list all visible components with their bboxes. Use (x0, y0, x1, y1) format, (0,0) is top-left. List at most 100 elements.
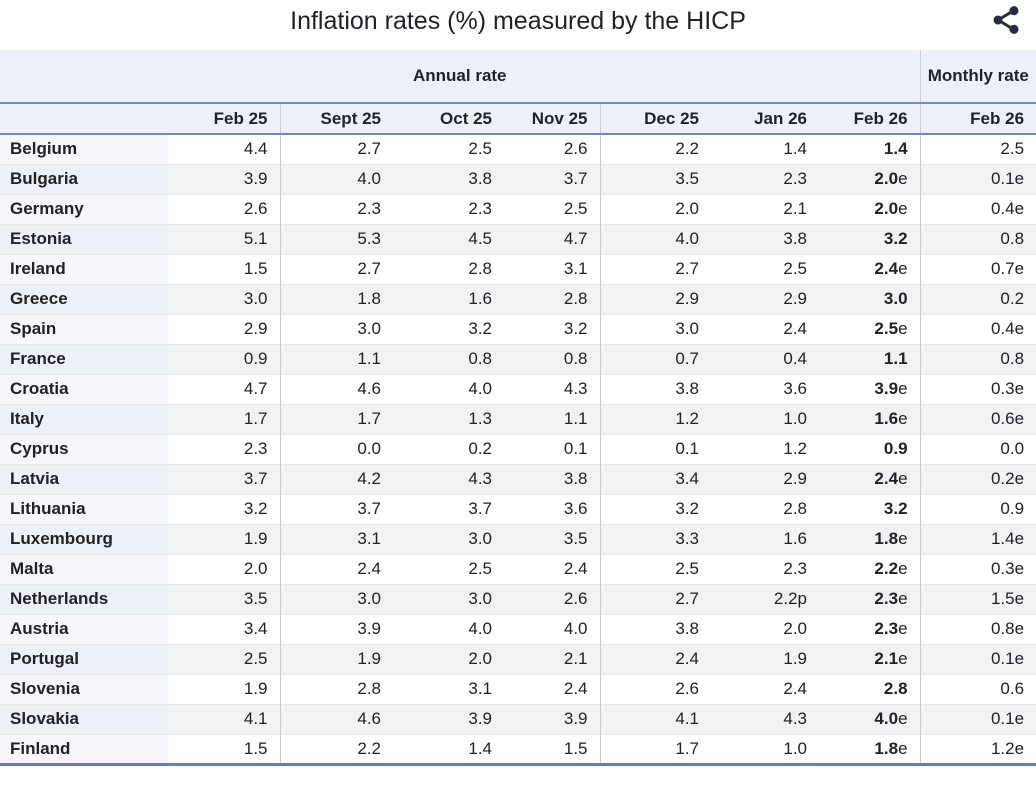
monthly-value-cell: 0.0 (920, 433, 1036, 464)
column-header: Feb 26 (819, 103, 921, 135)
annual-value-cell: 1.1 (504, 403, 601, 434)
annual-value-cell: 2.7 (600, 253, 711, 284)
table-row: Estonia 5.1 5.3 4.5 4.7 4.0 3.8 3.2 0.8 (0, 223, 1036, 254)
country-cell: Lithuania (0, 493, 168, 524)
share-button[interactable] (986, 2, 1026, 40)
monthly-value-cell: 2.5 (920, 134, 1036, 164)
annual-value-cell: 2.5 (711, 253, 819, 284)
annual-value-cell: 1.4 (711, 134, 819, 164)
annual-value-cell: 2.4 (504, 553, 601, 584)
annual-value-cell: 3.0 (280, 313, 393, 344)
country-cell: Croatia (0, 373, 168, 404)
annual-value-cell: 2.0e (819, 163, 921, 194)
annual-value-cell: 3.0 (168, 283, 281, 314)
annual-value-cell: 3.2 (819, 493, 921, 524)
annual-value-cell: 3.0 (280, 583, 393, 614)
monthly-value-cell: 1.2e (920, 733, 1036, 766)
annual-value-cell: 1.0 (711, 403, 819, 434)
annual-value-cell: 4.1 (168, 703, 281, 734)
monthly-value-cell: 0.1e (920, 703, 1036, 734)
table-row: Lithuania 3.2 3.7 3.7 3.6 3.2 2.8 3.2 0.9 (0, 493, 1036, 524)
monthly-value-cell: 0.3e (920, 553, 1036, 584)
annual-value-cell: 2.4 (280, 553, 393, 584)
annual-value-cell: 2.5 (393, 553, 504, 584)
annual-value-cell: 2.7 (280, 134, 393, 164)
annual-value-cell: 2.0 (168, 553, 281, 584)
annual-value-cell: 4.6 (280, 373, 393, 404)
annual-value-cell: 4.0 (504, 613, 601, 644)
annual-value-cell: 2.9 (168, 313, 281, 344)
annual-value-cell: 1.9 (711, 643, 819, 674)
annual-value-cell: 3.2 (393, 313, 504, 344)
annual-value-cell: 2.7 (600, 583, 711, 614)
annual-value-cell: 3.9e (819, 373, 921, 404)
table-head: Annual rate Monthly rate Feb 25 Sept 25 Oc… (0, 50, 1036, 135)
annual-value-cell: 1.5 (168, 253, 281, 284)
annual-value-cell: 1.9 (280, 643, 393, 674)
annual-value-cell: 3.7 (504, 163, 601, 194)
monthly-value-cell: 0.6 (920, 673, 1036, 704)
column-header: Jan 26 (711, 103, 819, 135)
table-row: Belgium 4.4 2.7 2.5 2.6 2.2 1.4 1.4 2.5 (0, 134, 1036, 164)
annual-value-cell: 3.6 (711, 373, 819, 404)
annual-value-cell: 2.6 (168, 193, 281, 224)
annual-value-cell: 1.3 (393, 403, 504, 434)
annual-value-cell: 3.0 (393, 523, 504, 554)
monthly-value-cell: 0.8e (920, 613, 1036, 644)
country-cell: Spain (0, 313, 168, 344)
annual-value-cell: 0.9 (819, 433, 921, 464)
annual-value-cell: 4.3 (393, 463, 504, 494)
annual-value-cell: 4.0 (600, 223, 711, 254)
group-header-annual: Annual rate (0, 50, 921, 104)
annual-value-cell: 1.7 (600, 733, 711, 766)
annual-value-cell: 1.9 (168, 673, 281, 704)
country-cell: Bulgaria (0, 163, 168, 194)
table-row: France 0.9 1.1 0.8 0.8 0.7 0.4 1.1 0.8 (0, 343, 1036, 374)
annual-value-cell: 2.8 (393, 253, 504, 284)
annual-value-cell: 1.1 (280, 343, 393, 374)
annual-value-cell: 1.6 (711, 523, 819, 554)
annual-value-cell: 1.9 (168, 523, 281, 554)
monthly-value-cell: 0.1e (920, 163, 1036, 194)
annual-value-cell: 1.1 (819, 343, 921, 374)
group-header-monthly: Monthly rate (920, 50, 1036, 104)
annual-value-cell: 3.8 (711, 223, 819, 254)
table-row: Greece 3.0 1.8 1.6 2.8 2.9 2.9 3.0 0.2 (0, 283, 1036, 314)
table-row: Germany 2.6 2.3 2.3 2.5 2.0 2.1 2.0e 0.4e (0, 193, 1036, 224)
table-row: Portugal 2.5 1.9 2.0 2.1 2.4 1.9 2.1e 0.1e (0, 643, 1036, 674)
annual-value-cell: 3.4 (168, 613, 281, 644)
annual-value-cell: 2.5 (600, 553, 711, 584)
annual-value-cell: 2.9 (711, 463, 819, 494)
annual-value-cell: 3.3 (600, 523, 711, 554)
annual-value-cell: 1.2 (600, 403, 711, 434)
annual-value-cell: 2.5 (504, 193, 601, 224)
annual-value-cell: 2.9 (600, 283, 711, 314)
country-cell: Slovakia (0, 703, 168, 734)
country-cell: France (0, 343, 168, 374)
column-header: Oct 25 (393, 103, 504, 135)
table-row: Slovakia 4.1 4.6 3.9 3.9 4.1 4.3 4.0e 0.1e (0, 703, 1036, 734)
monthly-value-cell: 0.9 (920, 493, 1036, 524)
annual-value-cell: 2.3 (711, 163, 819, 194)
country-cell: Latvia (0, 463, 168, 494)
monthly-value-cell: 0.4e (920, 313, 1036, 344)
annual-value-cell: 1.4 (819, 134, 921, 164)
annual-value-cell: 0.4 (711, 343, 819, 374)
annual-value-cell: 3.6 (504, 493, 601, 524)
country-cell: Austria (0, 613, 168, 644)
annual-value-cell: 3.8 (600, 373, 711, 404)
annual-value-cell: 2.4 (711, 313, 819, 344)
table-body: Belgium 4.4 2.7 2.5 2.6 2.2 1.4 1.4 2.5 Bulgaria 3… (0, 134, 1036, 766)
column-header: Nov 25 (504, 103, 601, 135)
annual-value-cell: 2.5 (168, 643, 281, 674)
table-row: Slovenia 1.9 2.8 3.1 2.4 2.6 2.4 2.8 0.6 (0, 673, 1036, 704)
table-row: Ireland 1.5 2.7 2.8 3.1 2.7 2.5 2.4e 0.7e (0, 253, 1036, 284)
annual-value-cell: 3.9 (280, 613, 393, 644)
annual-value-cell: 0.0 (280, 433, 393, 464)
annual-value-cell: 3.8 (600, 613, 711, 644)
header: Inflation rates (%) measured by the HICP (0, 0, 1036, 50)
column-header-row: Feb 25 Sept 25 Oct 25 Nov 25 Dec 25 Jan 26 Feb… (0, 103, 1036, 135)
country-cell: Malta (0, 553, 168, 584)
annual-value-cell: 2.4e (819, 463, 921, 494)
annual-value-cell: 1.8e (819, 523, 921, 554)
